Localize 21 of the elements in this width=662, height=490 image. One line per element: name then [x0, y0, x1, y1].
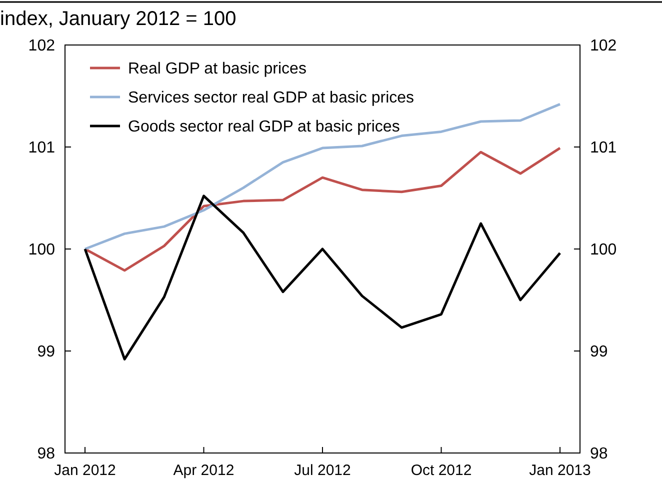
y-tick-label: 100	[28, 242, 56, 259]
legend-label: Services sector real GDP at basic prices	[128, 90, 414, 107]
y-tick-label: 99	[37, 344, 56, 361]
x-tick-label: Apr 2012	[173, 462, 234, 479]
y-tick-label: 98	[37, 446, 56, 463]
line-series	[84, 194, 562, 360]
line-series	[84, 146, 562, 272]
y2-tick-label: 100	[590, 242, 617, 259]
legend-label: Goods sector real GDP at basic prices	[128, 118, 400, 136]
x-tick-label: Jul 2012	[294, 462, 351, 479]
x-tick-label: Jan 2013	[529, 462, 591, 479]
y2-tick-label: 99	[590, 344, 608, 361]
y2-tick-label: 101	[590, 140, 617, 157]
y2-tick-label: 102	[590, 38, 617, 55]
legend-label: Real GDP at basic prices	[128, 60, 306, 78]
y2-tick-label: 98	[590, 446, 608, 463]
y-tick-label: 101	[28, 140, 56, 157]
x-tick-label: Oct 2012	[410, 462, 472, 479]
y-tick-label: 102	[28, 38, 56, 55]
x-tick-label: Jan 2012	[54, 462, 116, 479]
chart-title: index, January 2012 = 100	[0, 8, 236, 30]
